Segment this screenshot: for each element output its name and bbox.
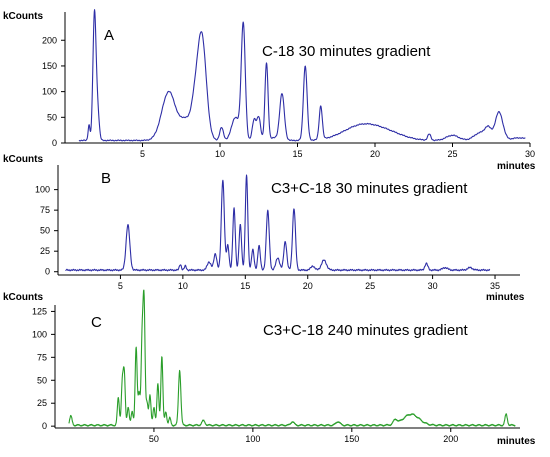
panel-a-trace [78, 9, 526, 142]
panel-b-letter: B [101, 170, 111, 187]
panel-b-trace [65, 174, 491, 272]
y-tick-label: 50 [37, 375, 47, 385]
y-tick-label: 125 [32, 306, 47, 316]
panel-c-title: C3+C-18 240 minutes gradient [263, 322, 469, 339]
panel-a: kCounts A C-18 30 minutes gradient minut… [3, 9, 536, 172]
x-tick-label: 25 [365, 281, 375, 291]
x-tick-label: 30 [428, 281, 438, 291]
y-tick-label: 0 [42, 421, 47, 431]
panel-b: kCounts B C3+C-18 30 minutes gradient mi… [3, 154, 525, 303]
y-tick-label: 50 [40, 226, 50, 236]
panel-b-title: C3+C-18 30 minutes gradient [271, 180, 468, 197]
panel-a-letter: A [104, 27, 114, 44]
panel-a-ylabel: kCounts [3, 11, 43, 22]
panel-b-axes: 0 25 50 75 100 5 10 15 20 25 30 35 [35, 165, 520, 291]
y-tick-label: 25 [40, 246, 50, 256]
y-tick-label: 150 [42, 61, 57, 71]
x-tick-label: 5 [140, 149, 145, 159]
x-tick-label: 100 [245, 434, 260, 444]
panel-a-xlabel: minutes [497, 161, 536, 172]
y-tick-label: 75 [40, 205, 50, 215]
x-tick-label: 10 [178, 281, 188, 291]
x-tick-label: 20 [370, 149, 380, 159]
x-tick-label: 20 [303, 281, 313, 291]
y-tick-label: 0 [45, 267, 50, 277]
x-tick-label: 30 [525, 149, 535, 159]
panel-a-axes: 0 50 100 150 200 5 10 15 20 25 30 [42, 12, 535, 159]
y-tick-label: 100 [42, 87, 57, 97]
x-tick-label: 10 [215, 149, 225, 159]
y-tick-label: 75 [37, 352, 47, 362]
y-tick-label: 100 [32, 329, 47, 339]
panel-c-ylabel: kCounts [3, 292, 43, 303]
x-tick-label: 15 [292, 149, 302, 159]
x-tick-label: 25 [447, 149, 457, 159]
panel-b-ylabel: kCounts [3, 154, 43, 165]
y-tick-label: 0 [52, 138, 57, 148]
y-tick-label: 50 [47, 112, 57, 122]
panel-a-title: C-18 30 minutes gradient [262, 43, 431, 60]
y-tick-label: 200 [42, 35, 57, 45]
x-tick-label: 35 [490, 281, 500, 291]
panel-c-letter: C [91, 314, 102, 331]
x-tick-label: 150 [344, 434, 359, 444]
x-tick-label: 200 [443, 434, 458, 444]
panel-b-xlabel: minutes [486, 292, 525, 303]
x-tick-label: 50 [149, 434, 159, 444]
x-tick-label: 15 [240, 281, 250, 291]
y-tick-label: 100 [35, 185, 50, 195]
panel-c-xlabel: minutes [497, 436, 536, 447]
x-tick-label: 5 [118, 281, 123, 291]
y-tick-label: 25 [37, 398, 47, 408]
panel-c-axes: 0 25 50 75 100 125 50 100 150 200 [32, 305, 520, 444]
panel-c: kCounts C C3+C-18 240 minutes gradient m… [3, 289, 536, 447]
panel-c-trace [68, 289, 516, 427]
